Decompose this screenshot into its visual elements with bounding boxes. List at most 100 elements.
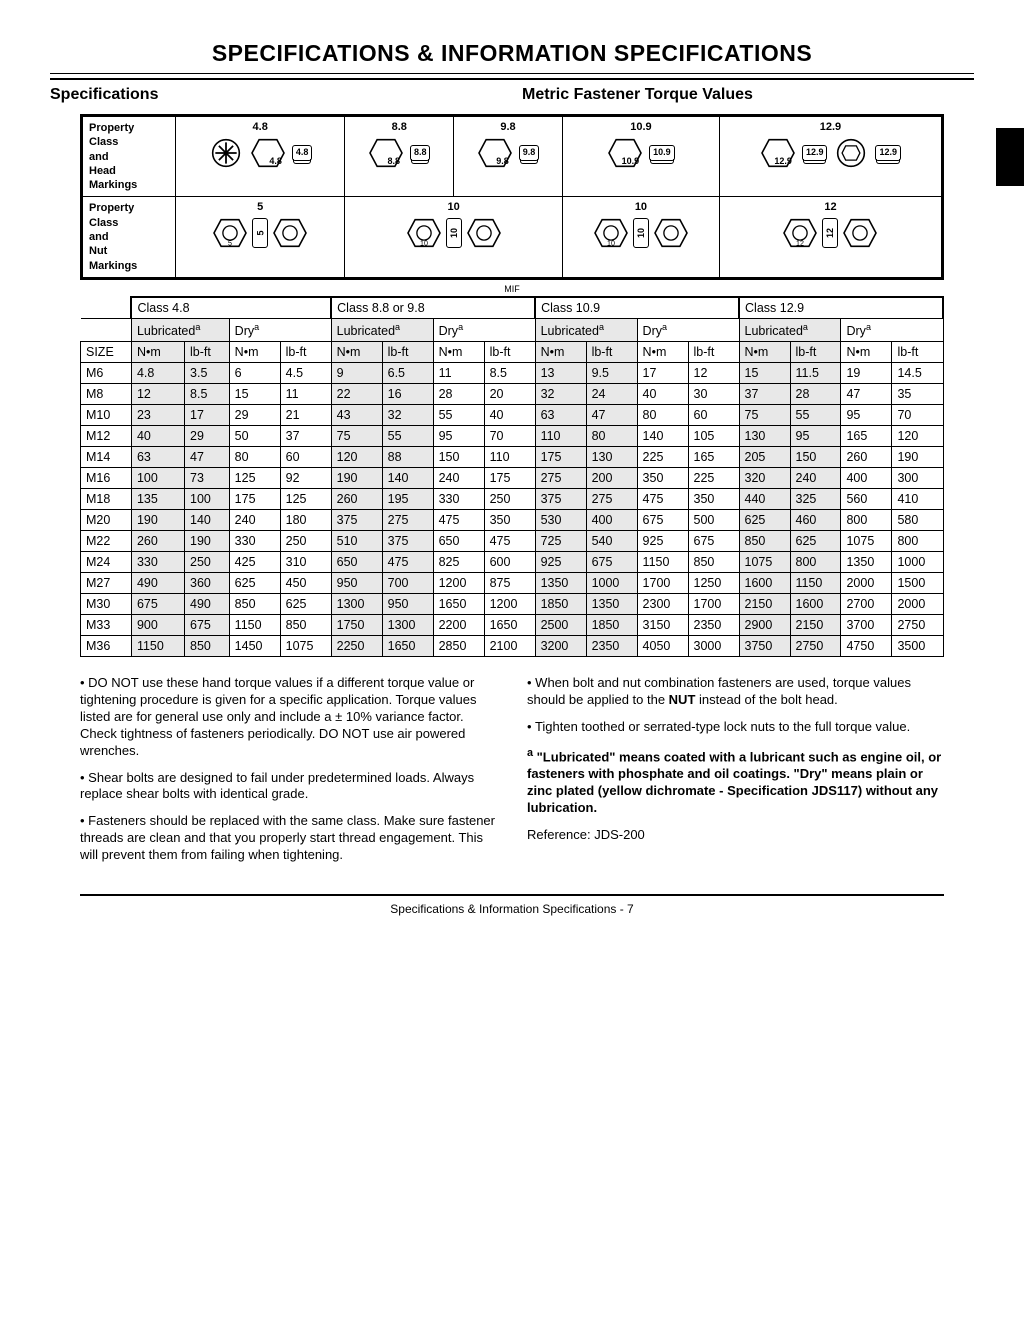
- value-cell: 29: [229, 405, 280, 426]
- value-cell: 2150: [739, 594, 790, 615]
- value-cell: 120: [892, 426, 943, 447]
- unit-hdr: lb-ft: [688, 342, 739, 363]
- notes-section: DO NOT use these hand torque values if a…: [80, 675, 944, 864]
- value-cell: 110: [535, 426, 586, 447]
- footer-text: Specifications & Information Specificati…: [50, 902, 974, 916]
- value-cell: 200: [586, 468, 637, 489]
- value-cell: 490: [185, 594, 230, 615]
- value-cell: 190: [892, 447, 943, 468]
- class-4.8-hdr: Class 4.8: [131, 297, 331, 319]
- value-cell: 140: [382, 468, 433, 489]
- note-2: Shear bolts are designed to fail under p…: [80, 770, 497, 804]
- svg-text:10: 10: [607, 240, 615, 248]
- value-cell: 12: [131, 384, 184, 405]
- value-cell: 310: [280, 552, 331, 573]
- value-cell: 510: [331, 531, 382, 552]
- value-cell: 3.5: [185, 363, 230, 384]
- size-cell: M33: [81, 615, 132, 636]
- size-cell: M24: [81, 552, 132, 573]
- value-cell: 195: [382, 489, 433, 510]
- value-cell: 63: [131, 447, 184, 468]
- section-headings: Specifications Metric Fastener Torque Va…: [50, 86, 974, 104]
- dry-hdr: Drya: [433, 318, 535, 341]
- value-cell: 16: [382, 384, 433, 405]
- table-row: M64.83.564.596.5118.5139.517121511.51914…: [81, 363, 944, 384]
- value-cell: 43: [331, 405, 382, 426]
- value-cell: 1750: [331, 615, 382, 636]
- markings-diagram: Property Class and Head Markings 4.8 4.8…: [80, 114, 944, 280]
- value-cell: 410: [892, 489, 943, 510]
- value-cell: 180: [280, 510, 331, 531]
- value-cell: 240: [433, 468, 484, 489]
- value-cell: 55: [790, 405, 841, 426]
- table-row: M161007312592190140240175275200350225320…: [81, 468, 944, 489]
- unit-hdr: lb-ft: [382, 342, 433, 363]
- value-cell: 1150: [229, 615, 280, 636]
- value-cell: 40: [484, 405, 535, 426]
- value-cell: 70: [484, 426, 535, 447]
- footer-rule: [80, 894, 944, 896]
- value-cell: 900: [131, 615, 184, 636]
- value-cell: 1350: [535, 573, 586, 594]
- value-cell: 175: [535, 447, 586, 468]
- value-cell: 850: [185, 636, 230, 657]
- value-cell: 360: [185, 573, 230, 594]
- value-cell: 1700: [637, 573, 688, 594]
- value-cell: 560: [841, 489, 892, 510]
- lubricated-hdr: Lubricateda: [331, 318, 433, 341]
- value-cell: 14.5: [892, 363, 943, 384]
- value-cell: 50: [229, 426, 280, 447]
- value-cell: 140: [637, 426, 688, 447]
- value-cell: 15: [229, 384, 280, 405]
- value-cell: 625: [280, 594, 331, 615]
- unit-hdr: lb-ft: [484, 342, 535, 363]
- value-cell: 300: [892, 468, 943, 489]
- value-cell: 580: [892, 510, 943, 531]
- value-cell: 35: [892, 384, 943, 405]
- value-cell: 2900: [739, 615, 790, 636]
- svg-text:5: 5: [228, 240, 232, 248]
- size-cell: M20: [81, 510, 132, 531]
- value-cell: 800: [892, 531, 943, 552]
- svg-text:10: 10: [420, 240, 428, 248]
- value-cell: 460: [790, 510, 841, 531]
- value-cell: 400: [586, 510, 637, 531]
- value-cell: 15: [739, 363, 790, 384]
- unit-hdr: N•m: [131, 342, 184, 363]
- size-cell: M14: [81, 447, 132, 468]
- value-cell: 88: [382, 447, 433, 468]
- value-cell: 850: [739, 531, 790, 552]
- mif-label: MIF: [50, 284, 974, 294]
- value-cell: 55: [382, 426, 433, 447]
- value-cell: 425: [229, 552, 280, 573]
- value-cell: 1150: [790, 573, 841, 594]
- value-cell: 125: [229, 468, 280, 489]
- value-cell: 205: [739, 447, 790, 468]
- value-cell: 450: [280, 573, 331, 594]
- value-cell: 650: [331, 552, 382, 573]
- page-title: SPECIFICATIONS & INFORMATION SPECIFICATI…: [50, 40, 974, 67]
- value-cell: 1075: [280, 636, 331, 657]
- value-cell: 2000: [841, 573, 892, 594]
- value-cell: 28: [790, 384, 841, 405]
- nut-markings-label: Property Class and Nut Markings: [83, 197, 176, 277]
- torque-tbody: M64.83.564.596.5118.5139.517121511.51914…: [81, 363, 944, 657]
- value-cell: 2750: [892, 615, 943, 636]
- class-8.8-hdr: Class 8.8 or 9.8: [331, 297, 535, 319]
- value-cell: 100: [185, 489, 230, 510]
- value-cell: 130: [586, 447, 637, 468]
- value-cell: 475: [433, 510, 484, 531]
- value-cell: 95: [433, 426, 484, 447]
- value-cell: 250: [185, 552, 230, 573]
- size-hdr: SIZE: [81, 342, 132, 363]
- value-cell: 75: [331, 426, 382, 447]
- unit-hdr: N•m: [841, 342, 892, 363]
- value-cell: 950: [382, 594, 433, 615]
- value-cell: 1000: [892, 552, 943, 573]
- value-cell: 375: [382, 531, 433, 552]
- unit-hdr: lb-ft: [586, 342, 637, 363]
- value-cell: 63: [535, 405, 586, 426]
- value-cell: 11: [280, 384, 331, 405]
- value-cell: 625: [739, 510, 790, 531]
- value-cell: 20: [484, 384, 535, 405]
